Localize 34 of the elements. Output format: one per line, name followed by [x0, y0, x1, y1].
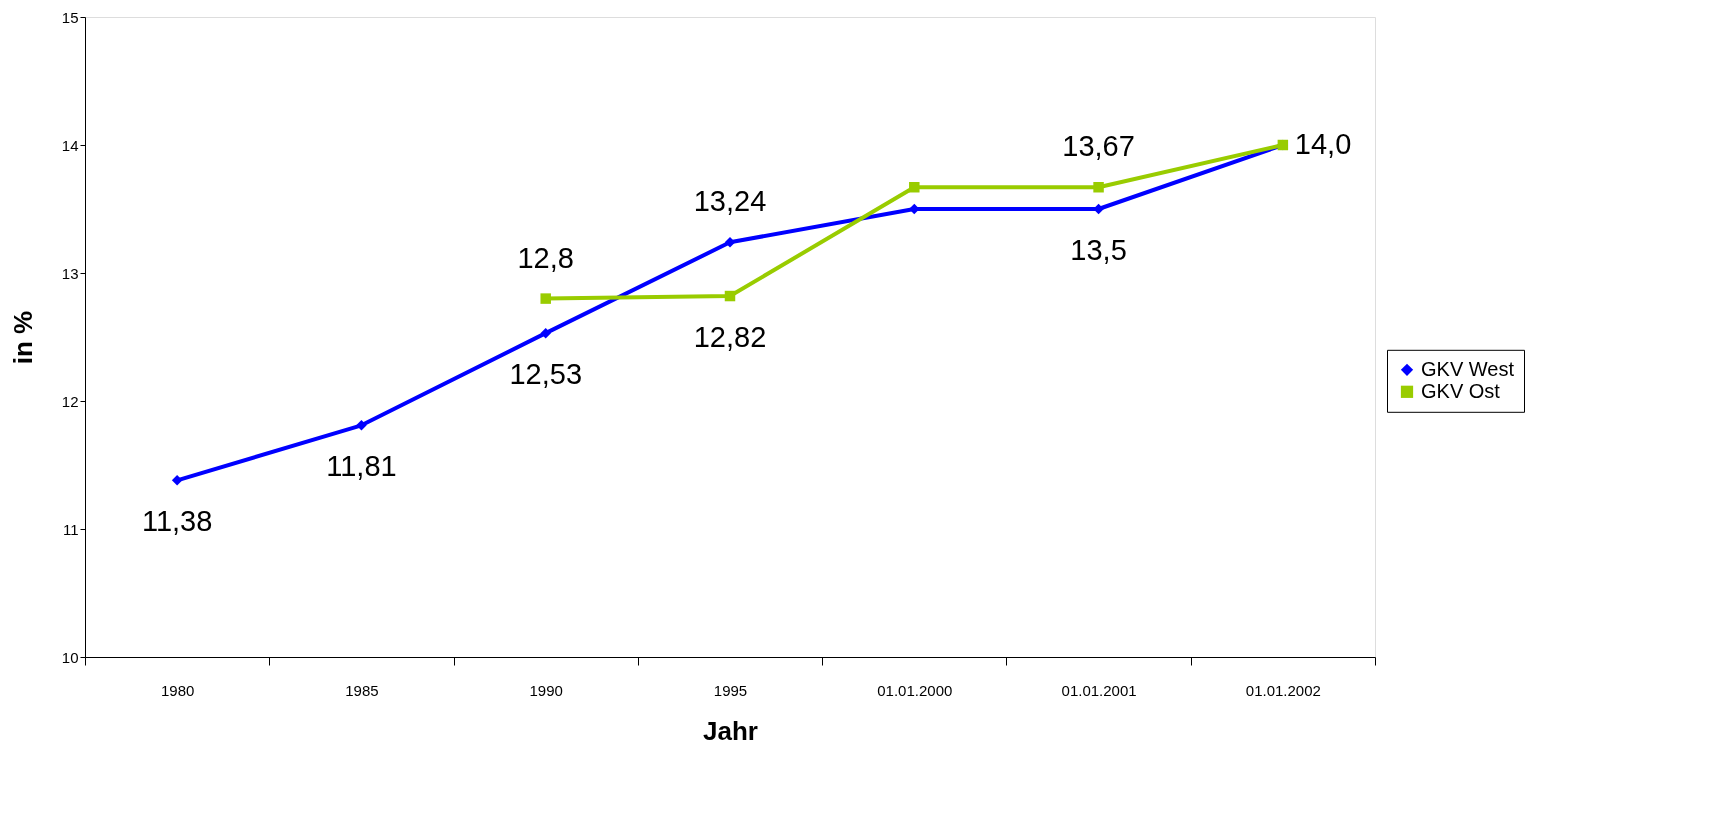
data-label: 12,82 [693, 321, 767, 354]
x-tick-label: 1980 [160, 681, 195, 699]
y-tick-label: 14 [61, 136, 79, 154]
x-axis-title: Jahr [703, 715, 758, 746]
point [171, 475, 183, 486]
data-label: 11,81 [326, 450, 397, 483]
x-tick-label: 01.01.2002 [1245, 681, 1321, 699]
y-tick-label: 11 [62, 520, 79, 538]
y-tick-label: 10 [61, 648, 79, 666]
point [909, 182, 920, 193]
point [540, 327, 551, 339]
y-tick-label: 12 [61, 392, 79, 410]
x-tick-label: 01.01.2001 [1061, 681, 1137, 699]
x-tick-label: 01.01.2000 [877, 681, 953, 699]
x-tick-label: 1990 [529, 681, 563, 699]
data-label: 13,24 [693, 185, 767, 218]
y-axis-title: in % [7, 310, 38, 365]
point [356, 420, 367, 431]
data-label: 12,53 [509, 358, 582, 391]
x-tick-label: 1985 [345, 681, 379, 699]
data-label: 12,8 [517, 241, 574, 274]
point [1093, 182, 1104, 193]
data-label: 13,5 [1070, 234, 1127, 266]
data-label: 11,38 [141, 505, 213, 538]
legend-label: GKV Ost [1421, 379, 1501, 402]
point [724, 237, 736, 248]
y-tick-label: 15 [61, 8, 79, 26]
y-tick-label: 13 [61, 264, 79, 282]
data-label: 13,67 [1062, 130, 1135, 163]
data-label: 14,0 [1294, 128, 1352, 160]
point [540, 293, 551, 304]
legend-label: GKV West [1421, 357, 1515, 380]
x-tick-label: 1995 [713, 681, 748, 699]
point [724, 290, 736, 302]
